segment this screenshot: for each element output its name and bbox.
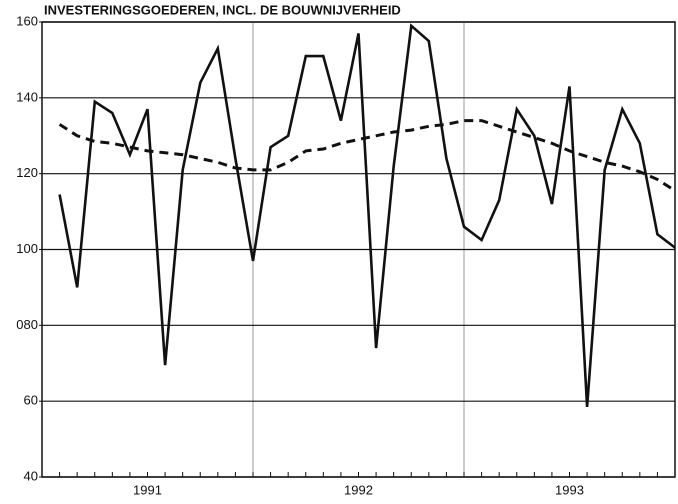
y-tick-label: 100 [16,241,38,256]
x-tick-label: 1993 [555,482,584,497]
y-tick-label: 140 [16,89,38,104]
y-tick-label: 60 [24,393,38,408]
data-line [58,23,676,407]
y-tick-label: 080 [16,317,38,332]
y-tick-label: 120 [16,165,38,180]
y-tick-label: 40 [24,468,38,483]
chart-title: INVESTERINGSGOEDEREN, INCL. DE BOUWNIJVE… [44,2,401,17]
data-line [58,119,676,192]
y-tick-label: 160 [16,13,38,28]
x-tick-label: 1991 [133,482,162,497]
x-tick-label: 1992 [344,482,373,497]
